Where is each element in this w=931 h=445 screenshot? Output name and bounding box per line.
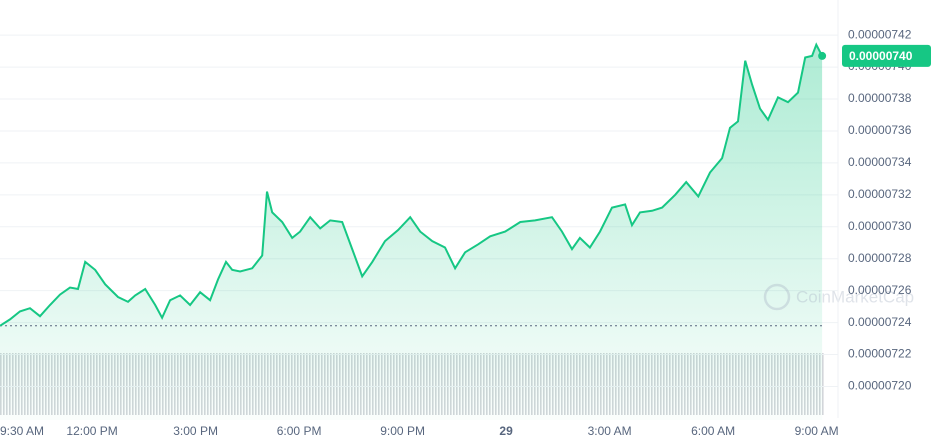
last-price-label: 0.00000740 — [849, 49, 913, 63]
price-line — [0, 42, 823, 327]
y-tick-label: 0.00000728 — [848, 251, 912, 265]
x-tick-label: 12:00 PM — [66, 424, 117, 438]
x-tick-label: 3:00 AM — [588, 424, 632, 438]
y-tick-label: 0.00000734 — [848, 155, 912, 169]
x-tick-label: 3:00 PM — [173, 424, 218, 438]
y-tick-label: 0.00000730 — [848, 219, 912, 233]
y-tick-label: 0.00000726 — [848, 283, 912, 297]
y-tick-label: 0.00000738 — [848, 91, 912, 105]
watermark: CoinMarketCap — [763, 283, 914, 311]
y-tick-label: 0.00000742 — [848, 27, 912, 41]
x-tick-label: 9:00 PM — [380, 424, 425, 438]
y-tick-label: 0.00000732 — [848, 187, 912, 201]
y-tick-label: 0.00000722 — [848, 347, 912, 361]
plot — [0, 42, 827, 420]
x-tick-label: 9:30 AM — [0, 424, 44, 438]
x-tick-label: 6:00 AM — [691, 424, 735, 438]
y-tick-label: 0.00000720 — [848, 379, 912, 393]
watermark-logo — [763, 283, 791, 311]
x-tick-label: 29 — [499, 424, 513, 438]
last-price-box — [842, 44, 931, 67]
y-tick-label: 0.00000736 — [848, 123, 912, 137]
watermark-text: CoinMarketCap — [796, 287, 914, 306]
last-point — [818, 51, 827, 60]
x-tick-label: 9:00 AM — [795, 424, 839, 438]
x-tick-label: 6:00 PM — [277, 424, 322, 438]
area — [0, 44, 823, 420]
y-tick-label: 0.00000724 — [848, 315, 912, 329]
